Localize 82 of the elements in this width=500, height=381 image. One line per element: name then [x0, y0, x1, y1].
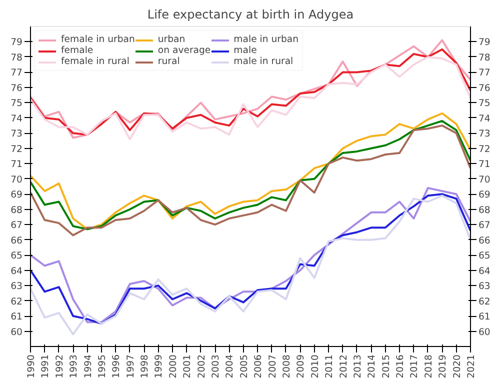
- x-tick-label: 2020: [452, 354, 463, 378]
- x-tick-label: 2007: [267, 354, 278, 378]
- y2-tick-label: 65: [478, 250, 490, 262]
- x-tick-label: 2012: [338, 354, 350, 378]
- y-tick-label: 72: [10, 144, 23, 155]
- y2-tick-label: 72: [478, 144, 490, 155]
- y2-tick-label: 61: [478, 312, 490, 323]
- x-tick-label: 1994: [82, 354, 94, 378]
- x-tick-label: 2011: [324, 354, 336, 378]
- legend-label: urban: [158, 34, 186, 45]
- x-tick-label: 1998: [140, 354, 151, 378]
- y-tick-label: 60: [10, 326, 23, 338]
- y2-tick-label: 74: [478, 113, 490, 124]
- x-tick-label: 1991: [40, 354, 52, 378]
- y-tick-label: 78: [10, 52, 23, 64]
- x-tick-label: 2006: [253, 354, 264, 378]
- y2-tick-label: 68: [478, 204, 490, 216]
- legend-label: female in urban: [61, 34, 135, 45]
- x-tick-label: 1992: [54, 354, 66, 378]
- y2-tick-label: 77: [478, 68, 490, 79]
- y2-tick-label: 73: [478, 128, 490, 140]
- y-tick-label: 66: [10, 235, 23, 246]
- y-tick-label: 62: [10, 296, 23, 308]
- y-tick-label: 71: [10, 159, 23, 170]
- x-tick-label: 1995: [96, 354, 108, 378]
- legend-label: on average: [158, 45, 211, 56]
- x-tick-label: 2002: [196, 354, 208, 378]
- x-tick-label: 2016: [395, 354, 406, 378]
- legend-label: female: [61, 45, 94, 56]
- legend-label: male in rural: [234, 56, 294, 67]
- legend-label: rural: [158, 56, 180, 67]
- y2-tick-label: 79: [478, 37, 490, 48]
- x-tick-label: 1999: [154, 354, 165, 378]
- x-tick-label: 2019: [438, 354, 449, 378]
- y2-tick-label: 70: [478, 174, 490, 186]
- x-tick-label: 2001: [182, 354, 194, 378]
- y-tick-label: 79: [10, 37, 23, 48]
- legend-label: male in urban: [234, 34, 299, 45]
- y2-tick-label: 60: [478, 326, 490, 338]
- y-tick-label: 69: [10, 190, 23, 201]
- y-tick-label: 77: [10, 68, 23, 79]
- x-tick-label: 1996: [111, 354, 122, 378]
- y2-tick-label: 69: [478, 190, 490, 201]
- x-tick-label: 2018: [423, 354, 434, 378]
- x-tick-label: 2013: [352, 354, 364, 378]
- y2-tick-label: 67: [478, 220, 490, 232]
- x-tick-label: 2021: [466, 354, 477, 378]
- y2-tick-label: 76: [478, 82, 490, 94]
- y2-tick-label: 64: [478, 266, 490, 277]
- x-tick-label: 2008: [281, 354, 292, 378]
- x-tick-label: 2000: [168, 354, 179, 378]
- y2-tick-label: 71: [478, 159, 490, 170]
- y-tick-label: 75: [10, 98, 23, 110]
- y-tick-label: 68: [10, 204, 23, 216]
- y2-tick-label: 75: [478, 98, 490, 110]
- y-tick-label: 64: [10, 266, 23, 277]
- legend-label: male: [234, 45, 257, 56]
- y-tick-label: 61: [10, 312, 23, 323]
- y2-tick-label: 78: [478, 52, 490, 64]
- x-tick-label: 2010: [310, 354, 321, 378]
- y-tick-label: 65: [10, 250, 23, 262]
- x-tick-label: 2005: [238, 354, 250, 378]
- y-tick-label: 76: [10, 82, 23, 94]
- y2-tick-label: 63: [478, 281, 490, 292]
- y-tick-label: 74: [10, 113, 23, 124]
- x-tick-label: 2003: [210, 354, 222, 378]
- x-tick-label: 1993: [68, 354, 80, 378]
- y-tick-label: 67: [10, 220, 23, 232]
- x-tick-label: 2004: [224, 354, 236, 378]
- y2-tick-label: 66: [478, 235, 490, 246]
- chart-title: Life expectancy at birth in Adygea: [147, 8, 354, 22]
- x-tick-label: 1997: [125, 354, 136, 378]
- x-tick-label: 2014: [366, 354, 378, 378]
- x-tick-label: 2017: [409, 354, 420, 378]
- y-tick-label: 73: [10, 128, 23, 140]
- x-tick-label: 1990: [26, 354, 37, 378]
- x-tick-label: 2015: [380, 354, 392, 378]
- y2-tick-label: 62: [478, 296, 490, 308]
- x-tick-label: 2009: [296, 354, 307, 378]
- legend-label: female in rural: [61, 56, 130, 67]
- y-tick-label: 70: [10, 174, 23, 186]
- y-tick-label: 63: [10, 281, 23, 292]
